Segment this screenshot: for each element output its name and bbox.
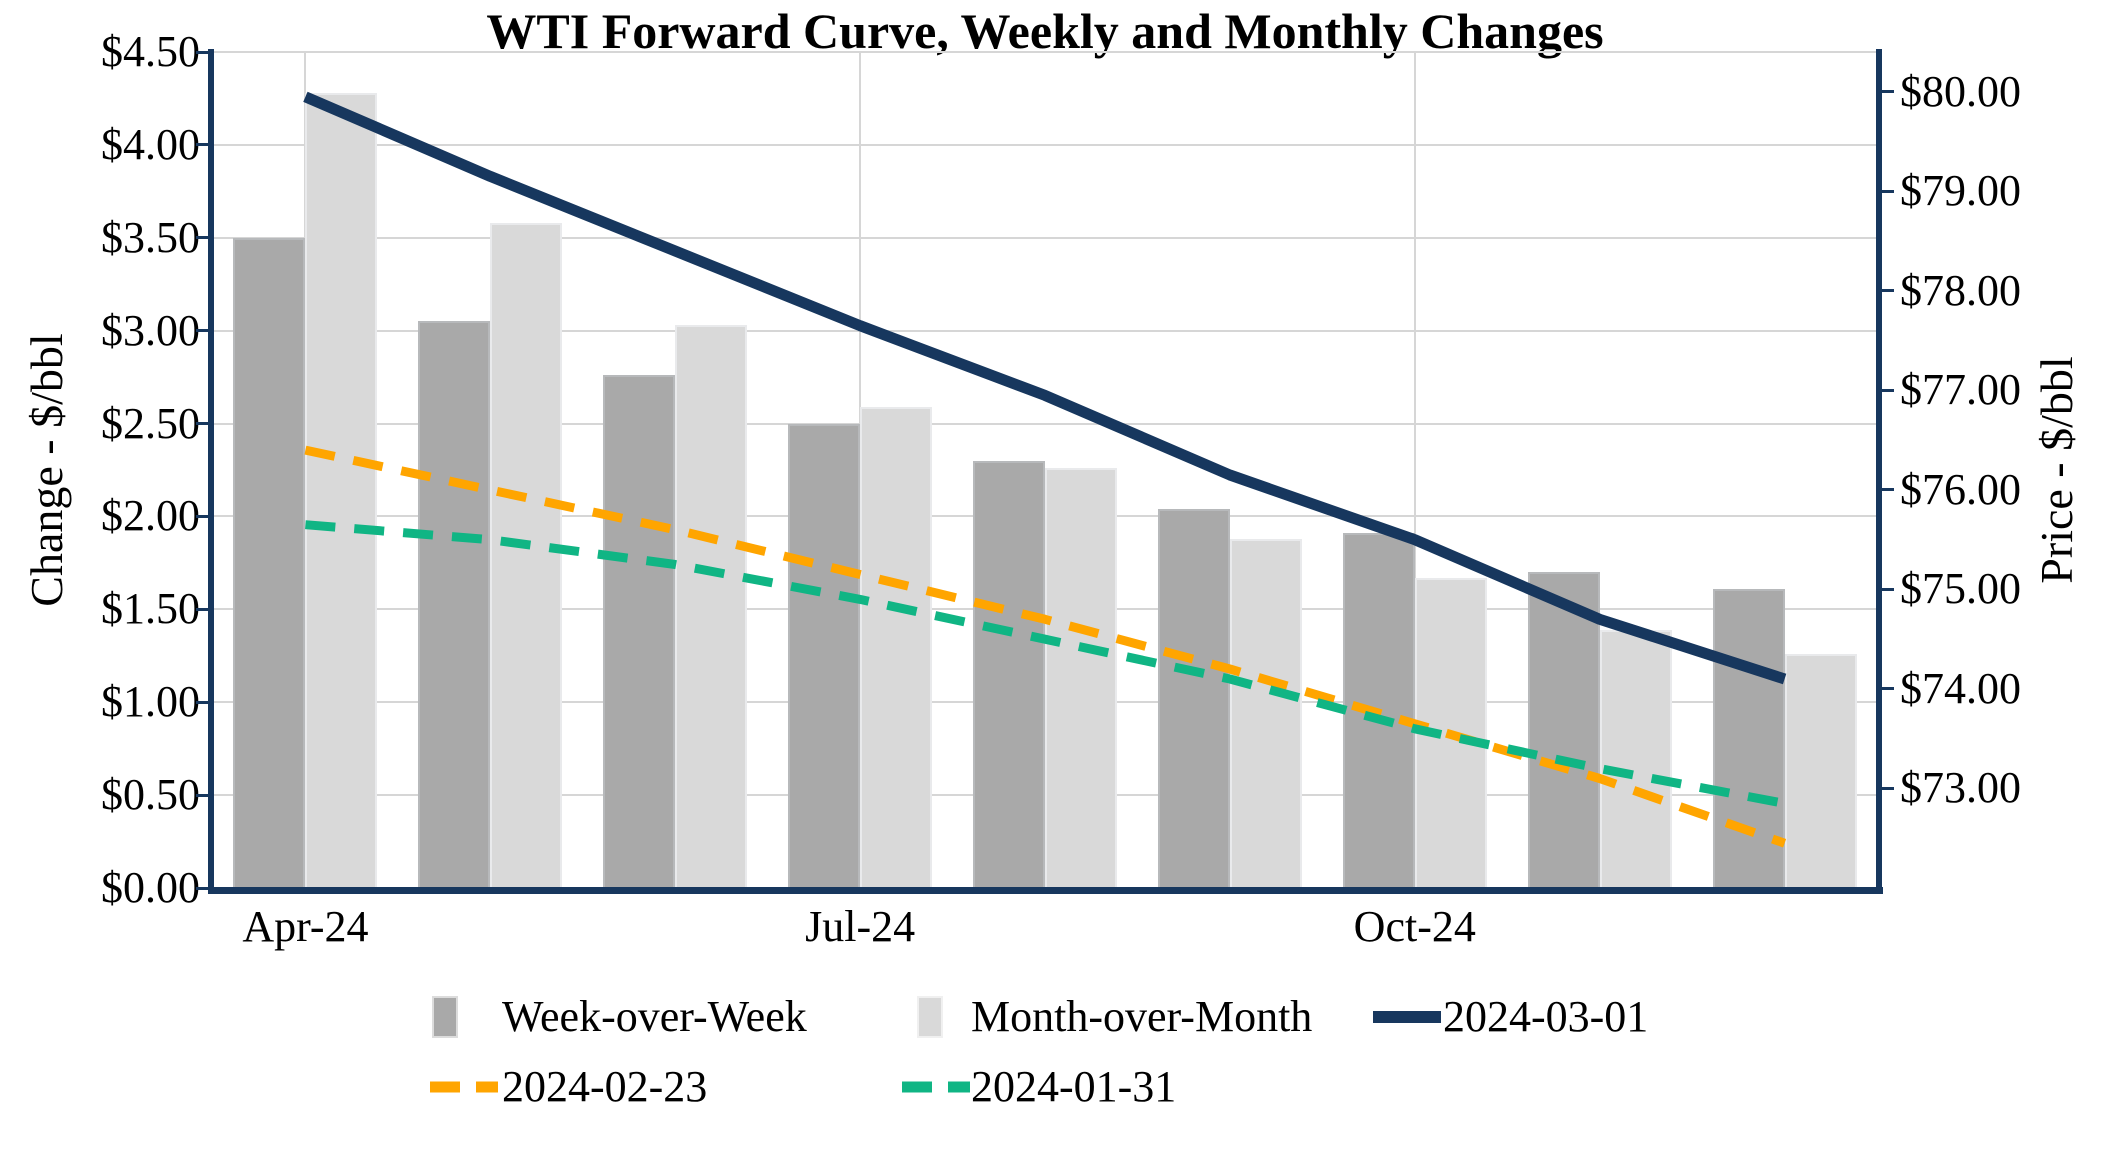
- left-axis-tick: [196, 236, 208, 240]
- chart-title: WTI Forward Curve, Weekly and Monthly Ch…: [486, 3, 1604, 59]
- bar-week-over-week: [233, 237, 306, 888]
- left-axis-tick: [196, 700, 208, 704]
- bar-week-over-week: [973, 460, 1045, 888]
- right-axis-tick-label: $79.00: [1900, 166, 2021, 216]
- legend-swatch-week-over-week: [432, 996, 458, 1038]
- legend-swatch-2024-03-01: [1373, 1011, 1441, 1023]
- bar-month-over-month: [1414, 577, 1487, 888]
- bar-month-over-month: [305, 92, 378, 888]
- left-axis-tick-label: $0.50: [101, 770, 200, 820]
- bar-week-over-week: [1527, 572, 1600, 888]
- left-axis-tick-label: $2.50: [101, 398, 200, 448]
- right-axis-tick-label: $75.00: [1900, 564, 2021, 614]
- left-axis-tick: [196, 143, 208, 147]
- left-axis-tick: [196, 50, 208, 54]
- bar-month-over-month: [1784, 653, 1857, 888]
- right-axis-tick: [1882, 488, 1894, 492]
- legend-swatch-2024-01-31: [902, 1081, 970, 1093]
- bar-month-over-month: [675, 325, 748, 888]
- right-axis-tick: [1882, 786, 1894, 790]
- right-axis-tick-label: $78.00: [1900, 265, 2021, 315]
- bar-month-over-month: [1599, 629, 1672, 888]
- left-axis-tick-label: $3.50: [101, 212, 200, 262]
- bar-week-over-week: [603, 375, 676, 888]
- right-axis-tick-label: $76.00: [1900, 464, 2021, 514]
- left-axis-tick-label: $3.00: [101, 305, 200, 355]
- h-gridline: [213, 51, 1877, 53]
- right-axis-tick: [1882, 587, 1894, 591]
- legend-label-2024-02-23: 2024-02-23: [502, 1062, 708, 1111]
- legend-label-2024-01-31: 2024-01-31: [971, 1062, 1177, 1111]
- x-axis-tick-label: Jul-24: [805, 902, 916, 951]
- left-axis-tick-label: $0.00: [101, 863, 200, 912]
- left-axis-tick: [196, 793, 208, 797]
- legend-swatch-2024-02-23: [430, 1081, 498, 1093]
- legend-swatch-month-over-month: [917, 996, 943, 1038]
- right-axis-tick-label: $74.00: [1900, 663, 2021, 713]
- legend-label-week-over-week: Week-over-Week: [502, 992, 807, 1041]
- bar-month-over-month: [1229, 538, 1302, 888]
- left-axis-tick-label: $1.00: [101, 677, 200, 727]
- left-axis-tick-label: $2.00: [101, 491, 200, 541]
- right-axis-spine: [1876, 49, 1882, 894]
- left-axis-tick: [196, 514, 208, 518]
- h-gridline: [213, 143, 1877, 146]
- left-axis-tick-label: $4.00: [101, 119, 200, 169]
- left-axis-tick-label: $1.50: [101, 584, 200, 634]
- bottom-axis-spine: [208, 887, 1883, 894]
- bar-week-over-week: [1157, 509, 1230, 888]
- x-axis-tick-label: Oct-24: [1353, 902, 1476, 951]
- right-axis-tick: [1882, 90, 1894, 94]
- h-gridline: [213, 236, 1877, 239]
- legend-label-month-over-month: Month-over-Month: [971, 992, 1313, 1041]
- bar-week-over-week: [788, 423, 861, 888]
- right-axis-tick: [1882, 388, 1894, 392]
- left-axis-tick: [196, 422, 208, 426]
- bar-month-over-month: [1045, 468, 1117, 888]
- right-axis-tick: [1882, 687, 1894, 691]
- bar-month-over-month: [490, 222, 563, 888]
- left-axis-tick: [196, 607, 208, 611]
- bar-month-over-month: [860, 406, 933, 888]
- right-axis-tick-label: $77.00: [1900, 365, 2021, 415]
- x-axis-tick-label: Apr-24: [242, 902, 369, 951]
- bar-week-over-week: [418, 321, 491, 888]
- left-axis-tick: [196, 886, 208, 890]
- right-axis-tick-label: $73.00: [1900, 763, 2021, 813]
- left-axis-tick-label: $4.50: [101, 27, 200, 76]
- legend-label-2024-03-01: 2024-03-01: [1443, 992, 1649, 1041]
- left-axis-spine: [208, 49, 214, 894]
- bar-week-over-week: [1712, 588, 1785, 888]
- right-axis-tick: [1882, 289, 1894, 293]
- left-axis-tick: [196, 329, 208, 333]
- right-axis-tick-label: $80.00: [1900, 66, 2021, 116]
- bar-week-over-week: [1342, 533, 1415, 888]
- right-axis-tick: [1882, 189, 1894, 193]
